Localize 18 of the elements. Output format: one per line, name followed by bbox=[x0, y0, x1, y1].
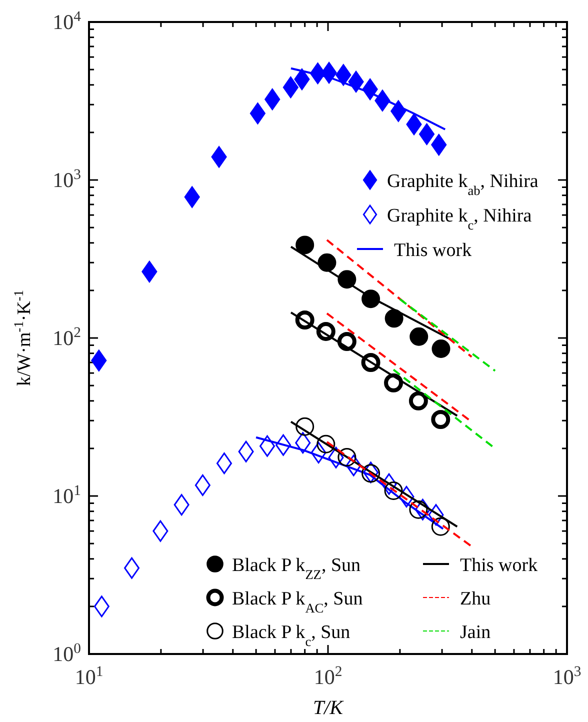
y-tick-label: 10$^{4}$ bbox=[52, 9, 82, 34]
legend-label: Graphite k$_{ab}$, Nihira bbox=[387, 171, 539, 198]
legend-label: Zhu bbox=[460, 588, 492, 610]
y-tick-label: 10$^{2}$ bbox=[52, 325, 81, 350]
legend-label: This work bbox=[394, 240, 472, 261]
legend-label: Black P k$_{c}$, Sun bbox=[232, 622, 351, 648]
legend-label: Graphite k$_{c}$, Nihira bbox=[387, 206, 532, 232]
x-tick-label: 10$^{2}$ bbox=[314, 664, 342, 689]
legend-label: Jain bbox=[460, 622, 492, 643]
legend-label: This work bbox=[460, 555, 538, 576]
x-tick-label: 10$^{3}$ bbox=[552, 664, 582, 689]
x-tick-label: 10$^{1}$ bbox=[74, 664, 104, 689]
legend-label: Black P k$_{ZZ}$, Sun bbox=[232, 555, 362, 582]
y-tick-label: 10$^{0}$ bbox=[52, 641, 81, 666]
y-tick-label: 10$^{3}$ bbox=[52, 167, 81, 192]
x-axis-title: T/K bbox=[312, 697, 345, 719]
y-tick-label: 10$^{1}$ bbox=[52, 483, 81, 508]
legend-label: Black P k$_{AC}$, Sun bbox=[232, 588, 364, 615]
